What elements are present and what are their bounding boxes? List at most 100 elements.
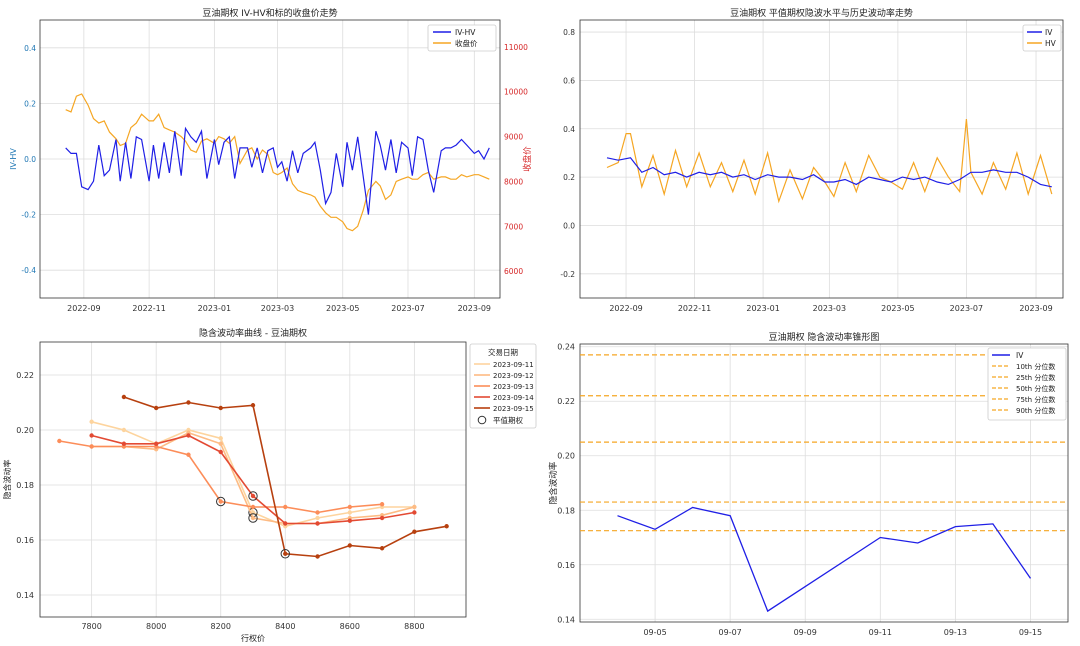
y-tick-label: 0.24	[557, 343, 575, 352]
legend-label: 平值期权	[493, 415, 523, 425]
legend-label: 2023-09-12	[493, 372, 534, 380]
y-tick-label: 0.20	[16, 426, 34, 435]
smile-point	[89, 419, 94, 424]
y2-tick-label: 7000	[504, 222, 523, 231]
smile-point	[347, 504, 353, 510]
y2-axis-label: 收盘价	[522, 146, 533, 172]
legend-label: 25th 分位数	[1016, 373, 1055, 382]
y2-tick-label: 6000	[504, 267, 523, 276]
y-tick-label: 0.4	[563, 125, 575, 134]
smile-point	[89, 444, 94, 449]
y-tick-label: 0.6	[563, 76, 575, 85]
x-tick-label: 09-07	[719, 628, 742, 637]
legend-label: 75th 分位数	[1016, 395, 1055, 404]
y-tick-label: 0.22	[557, 397, 575, 406]
x-tick-label: 09-05	[643, 628, 666, 637]
panel-iv-cone: 09-05 09-07 09-09 09-11 09-13 09-15 0.14 0.16 0.…	[548, 331, 1069, 637]
x-tick-label: 2023-01	[198, 304, 231, 313]
y-tick-label: 0.2	[24, 99, 36, 108]
x-tick-label: 2023-03	[813, 304, 846, 313]
x-axis-label: 行权价	[241, 633, 265, 643]
series-line-iv	[617, 506, 1032, 613]
smile-point	[186, 433, 191, 438]
legend-title: 交易日期	[488, 347, 518, 357]
x-tick-label: 8600	[340, 622, 360, 631]
smile-point	[283, 504, 288, 510]
series-line-iv	[606, 157, 1052, 188]
y-tick-label: 0.22	[16, 371, 34, 380]
x-tick-label: 09-13	[944, 628, 967, 637]
x-tick-label: 2023-05	[881, 304, 914, 313]
smile-point	[89, 433, 94, 438]
smile-point	[153, 441, 159, 446]
x-tick-label: 2023-05	[326, 304, 359, 313]
y-tick-label: 0.16	[557, 561, 575, 570]
smile-point	[315, 510, 320, 515]
y-tick-label: -0.4	[21, 266, 36, 275]
y2-tick-label: 10000	[504, 88, 528, 97]
legend-label: 2023-09-13	[493, 383, 534, 391]
smile-point	[218, 499, 223, 504]
smile-point	[412, 529, 417, 534]
x-tick-label: 2023-01	[746, 304, 779, 313]
smile-point	[121, 441, 127, 446]
legend-label: 50th 分位数	[1016, 384, 1055, 393]
y-tick-label: 0.18	[16, 481, 34, 490]
legend-atm-marker	[477, 415, 487, 425]
chart-title: 豆油期权 IV-HV和标的收盘价走势	[202, 7, 337, 19]
legend-label: IV	[1045, 28, 1053, 37]
smile-point	[250, 403, 256, 408]
y-tick-label: 0.0	[24, 155, 36, 164]
y-tick-label: 0.18	[557, 506, 575, 515]
panel-atm-iv-hv: 2022-09 2022-11 2023-01 2023-03 2023-05 2023-…	[560, 7, 1064, 313]
plot-frame	[579, 343, 1069, 623]
y-axis-label: 隐含波动率	[2, 460, 12, 500]
smile-point	[347, 518, 353, 523]
x-tick-label: 09-11	[869, 628, 892, 637]
x-tick-label: 8200	[211, 622, 231, 631]
x-tick-label: 2022-09	[67, 304, 100, 313]
y-axis-label: 隐含波动率	[548, 461, 559, 504]
legend-label: 2023-09-15	[493, 405, 534, 413]
series-line-close-price	[65, 93, 490, 232]
x-tick-label: 8400	[275, 622, 295, 631]
smile-point	[186, 452, 191, 457]
legend-box	[469, 343, 537, 429]
legend-label: IV-HV	[455, 28, 476, 37]
x-tick-label: 8000	[146, 622, 166, 631]
smile-point	[283, 521, 288, 526]
smile-point	[250, 504, 256, 510]
smile-point	[315, 521, 320, 526]
legend-label: 10th 分位数	[1016, 362, 1055, 371]
atm-marker	[280, 549, 290, 559]
y-tick-label: 0.16	[16, 536, 34, 545]
smile-point	[57, 438, 62, 444]
legend-label: 2023-09-11	[493, 361, 534, 369]
chart-title: 隐含波动率曲线 - 豆油期权	[199, 327, 307, 339]
plot-frame	[579, 19, 1064, 299]
x-tick-label: 8800	[404, 622, 424, 631]
y-axis-label: IV-HV	[9, 148, 18, 170]
smile-point	[379, 502, 385, 507]
legend-label: 90th 分位数	[1016, 406, 1055, 415]
y-tick-label: -0.2	[560, 270, 575, 279]
x-tick-label: 2023-07	[391, 304, 424, 313]
y-tick-label: 0.8	[563, 28, 575, 37]
y-tick-label: 0.2	[563, 173, 575, 182]
smile-point	[250, 493, 256, 499]
smile-point	[283, 551, 288, 556]
series-line-iv-hv	[65, 126, 490, 215]
smile-point	[121, 427, 127, 433]
x-tick-label: 2022-11	[678, 304, 711, 313]
x-tick-label: 2023-07	[950, 304, 983, 313]
x-tick-label: 09-15	[1019, 628, 1042, 637]
legend-label: 2023-09-14	[493, 394, 534, 402]
y2-tick-label: 9000	[504, 133, 523, 142]
y-tick-label: 0.0	[563, 221, 575, 230]
smile-point	[412, 504, 417, 510]
smile-point	[347, 543, 353, 548]
legend-label: 收盘价	[455, 38, 478, 48]
x-tick-label: 2022-11	[132, 304, 165, 313]
y-tick-label: -0.2	[21, 211, 36, 220]
